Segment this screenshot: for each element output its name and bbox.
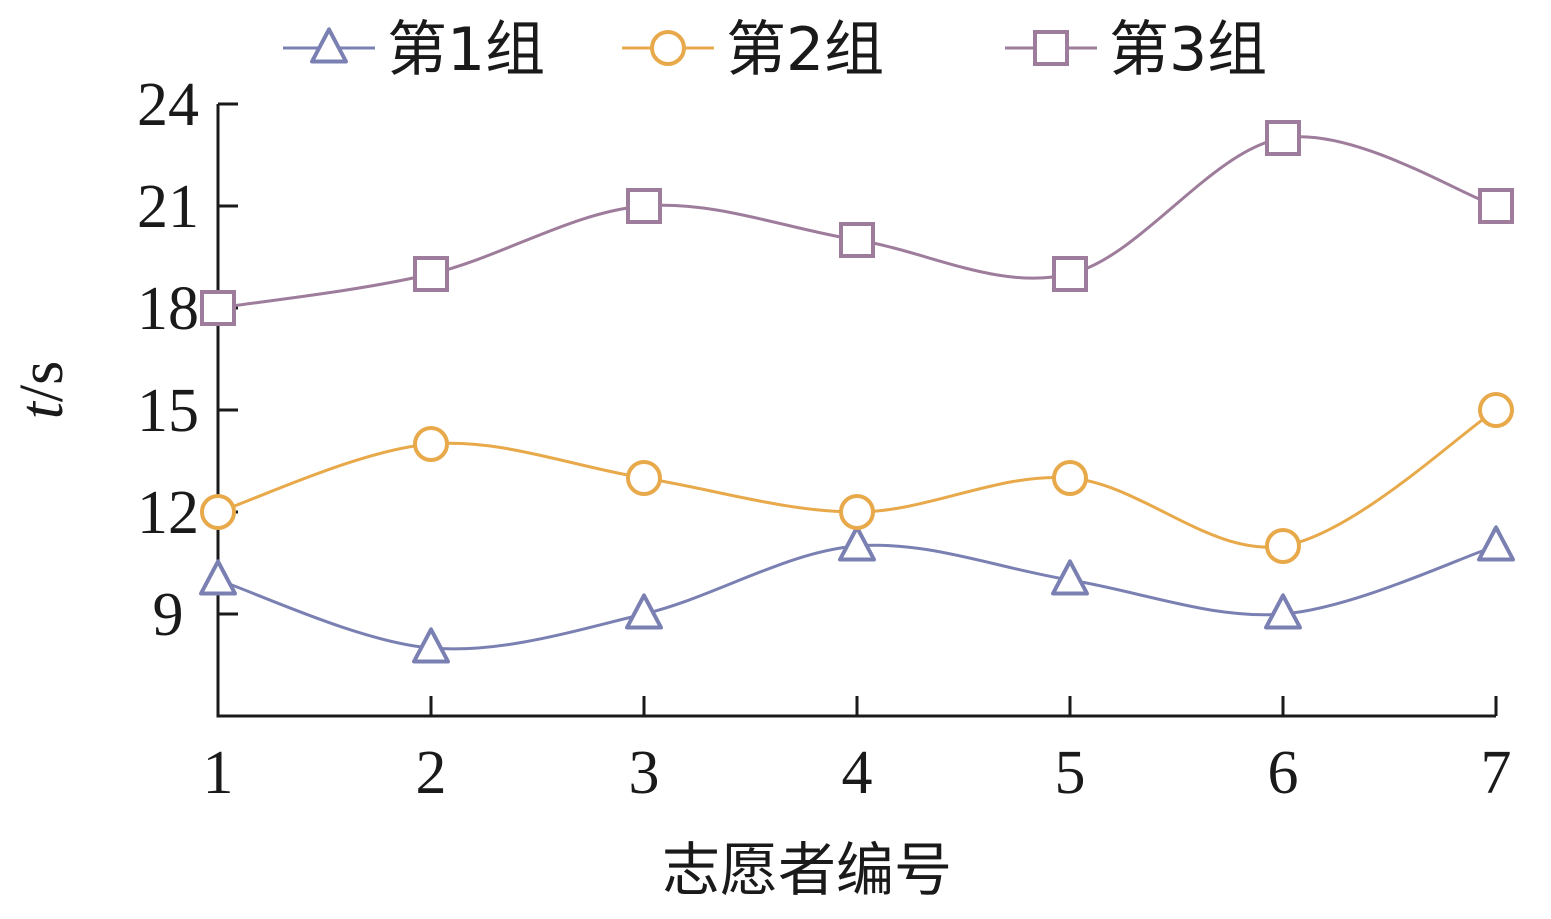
series-2-point-4 (839, 494, 875, 530)
series-3 (200, 120, 1514, 326)
y-tick-label: 9 (153, 581, 184, 649)
series-layer (199, 120, 1515, 664)
series-3-point-5 (1052, 256, 1088, 292)
y-axis-title-variable: t (8, 400, 76, 419)
series-2-point-2 (413, 426, 449, 462)
series-1-point-2 (412, 627, 450, 664)
legend-label: 第2组 (726, 15, 884, 85)
series-2-point-6 (1265, 528, 1301, 564)
x-tick-label: 2 (416, 739, 447, 807)
legend-item-3: 第3组 (1005, 15, 1267, 85)
x-axis-title: 志愿者编号 (662, 836, 952, 904)
y-axis-title: t/s (8, 361, 76, 420)
series-3-point-6 (1265, 120, 1301, 156)
series-3-point-1 (200, 290, 236, 326)
series-2-point-7 (1478, 392, 1514, 428)
y-tick-label: 24 (137, 71, 199, 139)
legend-item-2: 第2组 (622, 15, 884, 85)
y-axis-title-unit: /s (8, 361, 76, 402)
series-1-point-5 (1051, 559, 1089, 596)
series-1-point-6 (1264, 593, 1302, 630)
series-2-point-3 (626, 460, 662, 496)
series-1-point-4 (838, 525, 876, 562)
x-tick-label: 5 (1055, 739, 1086, 807)
series-3-point-3 (626, 188, 662, 224)
series-1 (199, 525, 1515, 664)
axis-frame (216, 104, 1496, 718)
series-2-point-1 (200, 494, 236, 530)
y-tick-label: 12 (137, 479, 199, 547)
y-axis-ticks: 9 12 15 18 21 24 (137, 71, 238, 649)
series-1-point-7 (1477, 525, 1515, 562)
x-axis-ticks: 1 2 3 4 5 6 7 (203, 696, 1512, 807)
series-3-point-7 (1478, 188, 1514, 224)
y-tick-label: 21 (137, 173, 199, 241)
x-tick-label: 4 (842, 739, 873, 807)
legend-item-1: 第1组 (283, 15, 545, 85)
y-tick-label: 18 (137, 275, 199, 343)
series-2-point-5 (1052, 460, 1088, 496)
series-1-point-1 (199, 559, 237, 596)
legend-swatch-marker (650, 30, 686, 66)
x-tick-label: 3 (629, 739, 660, 807)
legend-label: 第3组 (1109, 15, 1267, 85)
series-3-point-4 (839, 222, 875, 258)
series-1-point-3 (625, 593, 663, 630)
series-3-point-2 (413, 256, 449, 292)
x-tick-label: 6 (1268, 739, 1299, 807)
legend-swatch-marker (310, 27, 348, 64)
legend-swatch-marker (1033, 30, 1069, 66)
legend: 第1组 第2组 第3组 (283, 15, 1267, 85)
x-tick-label: 1 (203, 739, 234, 807)
y-tick-label: 15 (137, 377, 199, 445)
legend-label: 第1组 (387, 15, 545, 85)
x-tick-label: 7 (1481, 739, 1512, 807)
series-2 (200, 392, 1514, 564)
